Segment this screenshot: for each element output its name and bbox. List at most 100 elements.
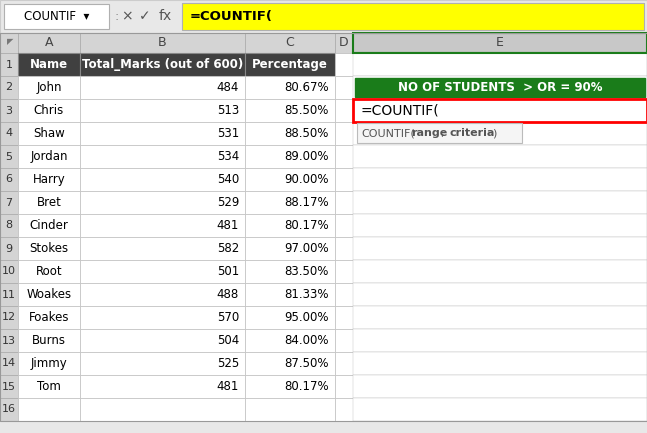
Bar (0, 122, 18, 145)
Bar (353, 352, 647, 375)
Text: 89.00%: 89.00% (285, 150, 329, 163)
Bar (245, 214, 335, 237)
Bar (0, 0, 647, 33)
Bar (335, 122, 353, 145)
Text: 80.17%: 80.17% (285, 219, 329, 232)
Text: 582: 582 (217, 242, 239, 255)
Bar (353, 145, 647, 168)
Bar (245, 306, 335, 329)
Bar (0, 214, 18, 237)
Text: 481: 481 (217, 219, 239, 232)
Bar (245, 283, 335, 306)
Bar (245, 398, 335, 421)
Bar (245, 76, 335, 99)
Text: 484: 484 (217, 81, 239, 94)
Bar (353, 283, 647, 306)
Text: 488: 488 (217, 288, 239, 301)
Bar (0, 191, 18, 214)
Text: C: C (285, 36, 294, 49)
Bar (0, 306, 18, 329)
Text: John: John (36, 81, 61, 94)
Bar (245, 191, 335, 214)
Text: ,: , (441, 128, 448, 138)
Bar (245, 53, 335, 76)
Bar (0, 168, 18, 191)
Text: 88.17%: 88.17% (285, 196, 329, 209)
Text: E: E (496, 36, 504, 49)
Bar (357, 123, 522, 143)
Bar (0, 33, 647, 421)
Bar (18, 53, 80, 76)
Bar (335, 53, 353, 76)
Text: 97.00%: 97.00% (285, 242, 329, 255)
Bar (80, 352, 245, 375)
Text: 80.67%: 80.67% (285, 81, 329, 94)
Text: COUNTIF  ▾: COUNTIF ▾ (24, 10, 89, 23)
Bar (18, 168, 80, 191)
Bar (18, 191, 80, 214)
Text: 88.50%: 88.50% (285, 127, 329, 140)
Text: 529: 529 (217, 196, 239, 209)
Bar (80, 145, 245, 168)
Text: 8: 8 (5, 220, 12, 230)
Text: 504: 504 (217, 334, 239, 347)
Text: Harry: Harry (32, 173, 65, 186)
Text: Woakes: Woakes (27, 288, 72, 301)
Text: criteria: criteria (449, 128, 494, 138)
Text: Name: Name (30, 58, 68, 71)
Bar (0, 283, 18, 306)
Text: 7: 7 (5, 197, 12, 207)
Text: Tom: Tom (37, 380, 61, 393)
Text: 84.00%: 84.00% (285, 334, 329, 347)
Bar (335, 168, 353, 191)
Bar (80, 237, 245, 260)
Bar (353, 398, 647, 421)
Text: 3: 3 (6, 106, 12, 116)
Text: Root: Root (36, 265, 62, 278)
Text: 4: 4 (5, 129, 12, 139)
Bar (80, 375, 245, 398)
Bar (335, 283, 353, 306)
Bar (353, 53, 647, 76)
Bar (0, 398, 18, 421)
Text: =COUNTIF(: =COUNTIF( (360, 103, 439, 117)
Bar (18, 237, 80, 260)
Text: 501: 501 (217, 265, 239, 278)
Bar (353, 191, 647, 214)
Text: Bret: Bret (37, 196, 61, 209)
Bar (353, 168, 647, 191)
Bar (335, 329, 353, 352)
Bar (335, 76, 353, 99)
Bar (353, 237, 647, 260)
Bar (18, 398, 80, 421)
Bar (80, 214, 245, 237)
Bar (335, 191, 353, 214)
Bar (80, 283, 245, 306)
Bar (335, 99, 353, 122)
Bar (18, 33, 80, 53)
Text: 87.50%: 87.50% (285, 357, 329, 370)
Text: Chris: Chris (34, 104, 64, 117)
Bar (245, 33, 335, 53)
Text: Shaw: Shaw (33, 127, 65, 140)
Bar (335, 352, 353, 375)
Bar (18, 352, 80, 375)
Bar (353, 99, 647, 122)
Text: Total_Marks (out of 600): Total_Marks (out of 600) (82, 58, 243, 71)
Text: Jimmy: Jimmy (30, 357, 67, 370)
Text: range: range (411, 128, 447, 138)
Bar (353, 306, 647, 329)
Bar (335, 237, 353, 260)
Bar (0, 53, 18, 76)
Bar (80, 191, 245, 214)
Text: 81.33%: 81.33% (285, 288, 329, 301)
Bar (335, 375, 353, 398)
Text: 15: 15 (2, 381, 16, 391)
Text: 6: 6 (6, 174, 12, 184)
Bar (18, 329, 80, 352)
Bar (80, 306, 245, 329)
Text: Foakes: Foakes (28, 311, 69, 324)
Bar (335, 33, 353, 53)
Bar (80, 53, 245, 76)
Text: 570: 570 (217, 311, 239, 324)
